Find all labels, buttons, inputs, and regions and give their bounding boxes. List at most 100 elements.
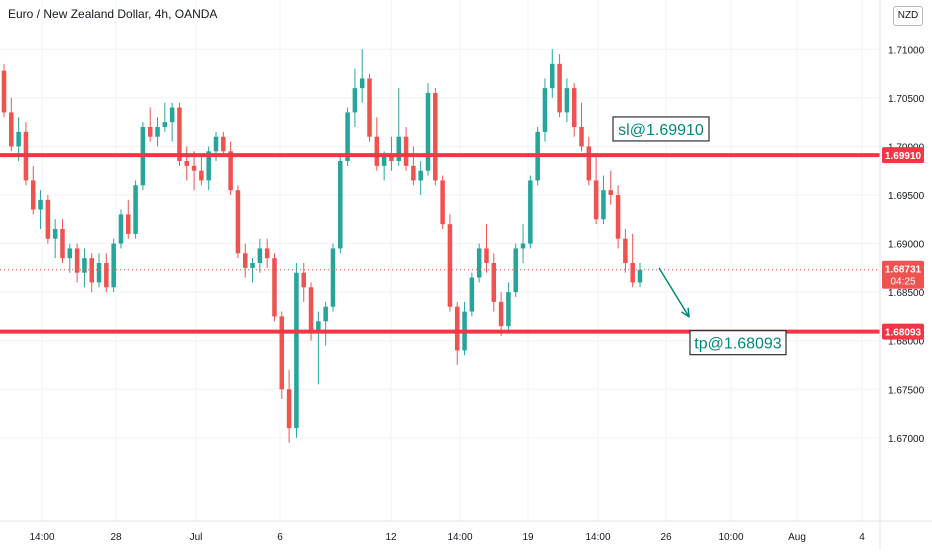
candle-up — [330, 243, 336, 312]
time-tick-label: 26 — [660, 532, 672, 543]
candle-body — [330, 248, 336, 307]
candle-up — [162, 102, 168, 132]
annotation-frame — [689, 330, 787, 356]
candle-body — [359, 78, 365, 89]
candle-body — [542, 88, 548, 132]
annotation-box[interactable]: sl@1.69910 — [612, 116, 710, 142]
candle-body — [206, 151, 211, 181]
projection-arrow[interactable] — [658, 267, 690, 319]
price-level-tag-label: 1.68093 — [885, 328, 922, 339]
candle-up — [206, 146, 211, 191]
candle-down — [557, 54, 562, 118]
candle-body — [264, 248, 270, 259]
candle-body — [571, 88, 577, 127]
candle-down — [286, 369, 292, 443]
time-tick-label: 4 — [859, 532, 865, 543]
candle-up — [469, 272, 475, 317]
chart-title: Euro / New Zealand Dollar, 4h, OANDA — [6, 7, 220, 21]
candle-up — [257, 238, 263, 273]
candle-body — [235, 190, 241, 254]
candle-down — [191, 151, 197, 191]
last-price-tag — [882, 260, 924, 289]
candle-body — [352, 88, 358, 113]
price-tick-label: 1.69000 — [888, 240, 925, 251]
candle-body — [564, 88, 570, 113]
time-tick-label: 14:00 — [29, 532, 54, 543]
candle-down — [630, 233, 635, 288]
candle-up — [96, 253, 102, 288]
time-tick-label: 10:00 — [718, 532, 743, 543]
overlays: sl@1.69910 tp@1.68093 — [612, 116, 787, 356]
candle-body — [228, 151, 233, 191]
candle-up — [550, 49, 555, 98]
currency-badge[interactable]: NZD — [893, 6, 923, 26]
price-tick-label: 1.69500 — [888, 191, 925, 202]
candle-body — [316, 321, 321, 331]
candle-up — [294, 263, 299, 438]
candle-down — [586, 136, 592, 186]
candle-body — [601, 190, 606, 220]
candle-body — [60, 229, 65, 259]
candle-up — [637, 263, 643, 288]
candle-body — [528, 180, 533, 244]
candle-body — [550, 63, 555, 89]
annotation-text: tp@1.68093 — [694, 336, 782, 353]
candle-up — [359, 49, 365, 103]
candle-body — [294, 272, 299, 429]
candle-body — [308, 287, 314, 331]
price-tick-label: 1.70500 — [888, 94, 925, 105]
arrow-head — [681, 307, 690, 319]
time-tick-label: 28 — [110, 532, 122, 543]
candle-body — [242, 253, 248, 268]
time-tick-label: 6 — [277, 532, 283, 543]
candle-body — [484, 248, 489, 263]
candle-body — [411, 165, 416, 181]
candle-down — [45, 195, 51, 244]
candles — [1, 49, 643, 443]
candle-down — [447, 214, 453, 312]
candle-body — [403, 136, 409, 166]
candle-body — [111, 243, 116, 288]
candle-down — [89, 253, 94, 293]
candle-body — [593, 180, 599, 220]
candle-up — [155, 117, 160, 147]
candle-body — [38, 199, 43, 210]
candle-body — [221, 136, 226, 152]
candle-body — [272, 258, 277, 317]
candle-body — [147, 127, 153, 137]
candle-body — [169, 107, 175, 123]
candle-down — [30, 165, 36, 215]
price-level-tag — [882, 323, 924, 340]
candle-body — [440, 180, 445, 225]
candle-down — [403, 127, 409, 171]
candle-body — [126, 214, 131, 234]
candle-up — [396, 88, 402, 166]
candle-up — [564, 78, 570, 123]
candle-body — [104, 263, 109, 288]
candle-body — [177, 107, 182, 161]
candle-body — [579, 127, 584, 147]
candle-down — [9, 97, 14, 152]
candle-down — [571, 83, 577, 137]
candle-down — [60, 219, 65, 263]
candle-body — [133, 185, 138, 234]
candle-body — [96, 263, 102, 283]
annotation-text: sl@1.69910 — [618, 122, 704, 139]
candle-body — [454, 306, 460, 351]
candle-down — [374, 117, 380, 171]
candle-down — [74, 243, 80, 283]
candle-body — [1, 70, 7, 113]
candle-down — [199, 156, 204, 186]
candle-up — [82, 248, 87, 288]
candle-body — [155, 127, 160, 137]
candle-up — [520, 224, 526, 263]
candle-up — [316, 311, 321, 385]
candle-body — [615, 195, 621, 239]
candle-down — [242, 243, 248, 278]
candle-body — [257, 248, 263, 263]
annotation-box[interactable]: tp@1.68093 — [689, 330, 787, 356]
candle-up — [542, 78, 548, 142]
